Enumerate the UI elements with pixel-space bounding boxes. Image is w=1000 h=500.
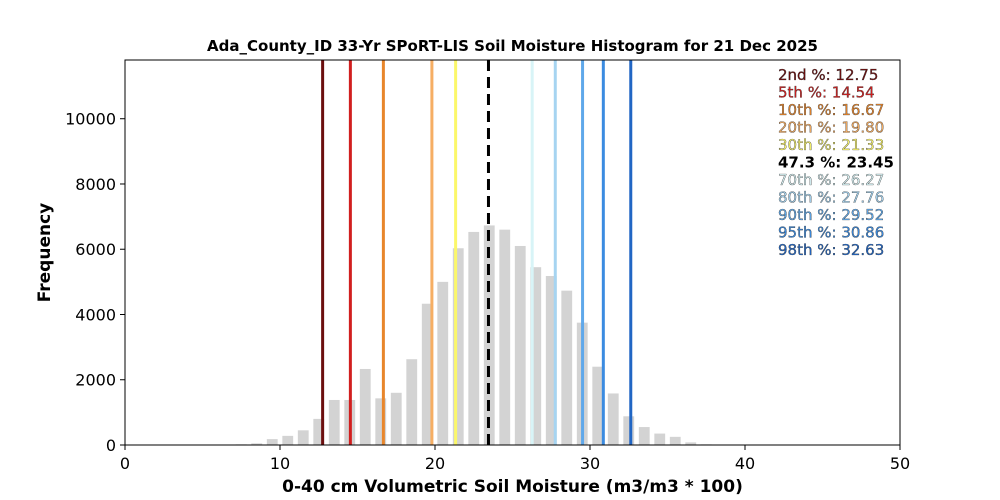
x-axis-title: 0-40 cm Volumetric Soil Moisture (m3/m3 … — [282, 477, 743, 497]
legend-entry: 98th %: 32.63 — [778, 241, 884, 259]
histogram-bar — [561, 290, 573, 445]
histogram-bar — [654, 433, 666, 445]
legend-entry: 95th %: 30.86 — [778, 224, 884, 242]
histogram-bar — [468, 231, 480, 445]
histogram-bar — [452, 248, 464, 445]
histogram-bar — [530, 267, 542, 445]
histogram-bar — [266, 439, 278, 445]
percentile-lines-group — [321, 60, 633, 445]
y-tick-label: 0 — [106, 436, 116, 455]
histogram-bar — [390, 392, 402, 445]
bars-group — [235, 225, 712, 445]
y-axis-ticks: 0 2000 4000 6000 8000 10000 — [65, 110, 125, 455]
histogram-bar — [406, 359, 418, 445]
y-axis-title: Frequency — [35, 203, 55, 303]
plot-frame — [124, 59, 901, 446]
histogram-bar — [282, 435, 294, 445]
legend-entry: 20th %: 19.80 — [778, 119, 884, 137]
histogram-bar — [421, 303, 433, 445]
histogram-bar — [669, 436, 681, 445]
x-axis-ticks: 0 10 20 30 40 50 — [120, 445, 910, 473]
histogram-bar — [514, 245, 526, 445]
y-tick-label: 2000 — [75, 371, 116, 390]
y-tick-label: 10000 — [65, 110, 116, 129]
legend-entry: 5th %: 14.54 — [778, 84, 875, 102]
x-tick-label: 50 — [890, 454, 910, 473]
y-tick-label: 6000 — [75, 240, 116, 259]
histogram-bar — [499, 229, 511, 445]
x-tick-label: 30 — [580, 454, 600, 473]
x-tick-label: 10 — [270, 454, 290, 473]
x-tick-label: 0 — [120, 454, 130, 473]
legend-entry: 30th %: 21.33 — [778, 136, 884, 154]
legend-entry: 10th %: 16.67 — [778, 101, 884, 119]
histogram-bar — [638, 427, 650, 445]
histogram-bar — [297, 430, 309, 445]
histogram-bar — [328, 399, 340, 445]
y-tick-label: 8000 — [75, 175, 116, 194]
histogram-bar — [359, 368, 371, 445]
legend-entry: 90th %: 29.52 — [778, 206, 884, 224]
histogram-bar — [607, 393, 619, 445]
histogram-bar — [592, 366, 604, 445]
histogram-bar — [623, 416, 635, 445]
y-tick-label: 4000 — [75, 305, 116, 324]
x-tick-label: 20 — [425, 454, 445, 473]
histogram-bar — [251, 443, 263, 445]
chart-title: Ada_County_ID 33-Yr SPoRT-LIS Soil Moist… — [207, 37, 818, 55]
histogram-bar — [437, 281, 449, 445]
histogram-bar — [545, 275, 557, 445]
legend-entry: 70th %: 26.27 — [778, 171, 884, 189]
legend-entry: 2nd %: 12.75 — [778, 66, 878, 84]
histogram-bar — [685, 442, 697, 445]
legend-entry: 80th %: 27.76 — [778, 189, 884, 207]
histogram-bar — [313, 418, 325, 445]
x-tick-label: 40 — [735, 454, 755, 473]
histogram-bar — [375, 398, 387, 445]
legend-entry: 47.3 %: 23.45 — [778, 154, 894, 172]
